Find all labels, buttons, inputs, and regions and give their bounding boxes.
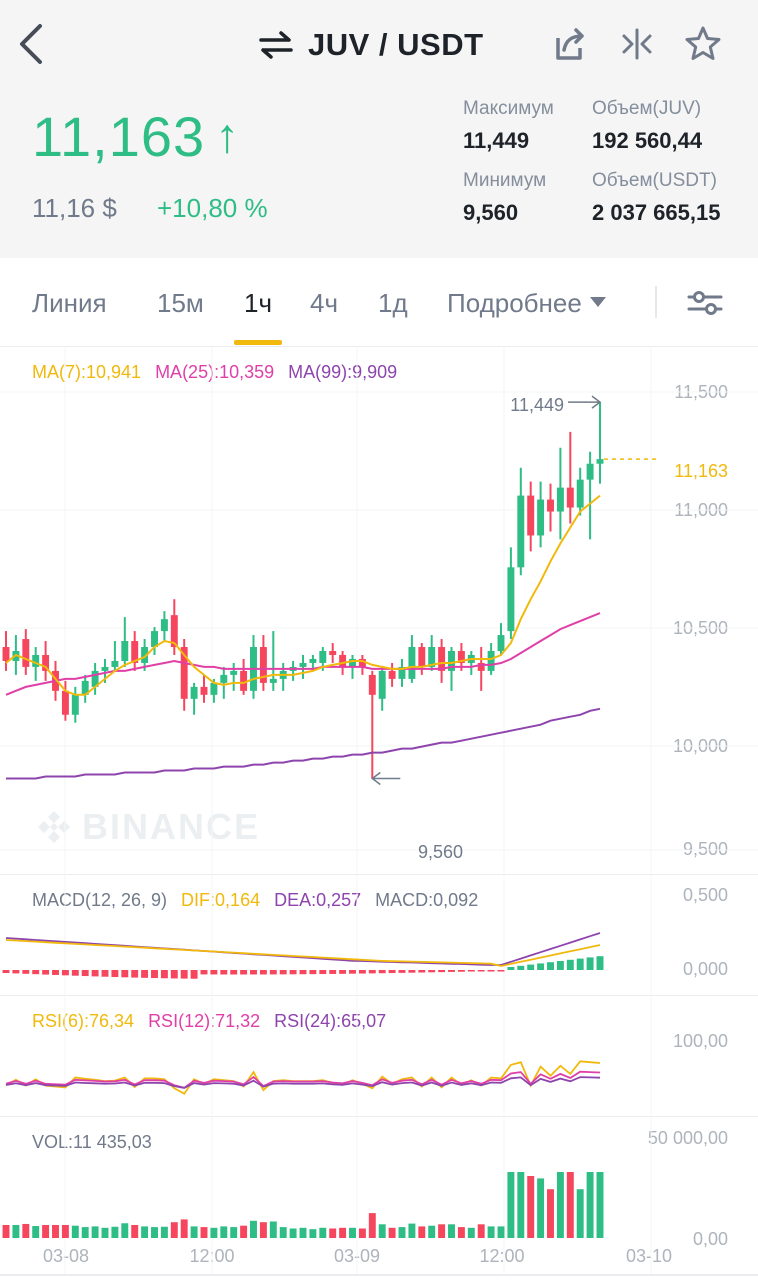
compare-button[interactable] — [618, 24, 656, 64]
vol-quote-value: 2 037 665,15 — [592, 200, 721, 225]
tab-more-label: Подробнее — [447, 288, 582, 318]
high-label: Максимум — [463, 98, 554, 119]
tab-divider — [655, 286, 657, 318]
rsi-legend: RSI(6):76,34 RSI(12):71,32 RSI(24):65,07 — [32, 1011, 400, 1032]
change-percent: +10,80 % — [157, 193, 268, 223]
high-value: 11,449 — [463, 128, 530, 153]
macd-value: MACD:0,092 — [375, 890, 479, 910]
divider — [0, 1274, 758, 1276]
ma7-label: MA(7):10,941 — [32, 362, 142, 382]
macd-title: MACD(12, 26, 9) — [32, 890, 168, 910]
x-tick: 12:00 — [189, 1246, 235, 1266]
chart-panel — [0, 258, 758, 1280]
back-icon — [20, 24, 42, 64]
tab-1d[interactable]: 1д — [378, 288, 408, 318]
vol-base-label: Объем(JUV) — [592, 98, 702, 119]
low-marker-label: 9,560 — [418, 842, 464, 862]
ma-legend: MA(7):10,941 MA(25):10,359 MA(99):9,909 — [32, 362, 411, 383]
chart-settings-button[interactable] — [686, 288, 724, 318]
rsi24-label: RSI(24):65,07 — [274, 1011, 387, 1031]
star-icon — [685, 26, 721, 60]
x-tick: 12:00 — [479, 1246, 525, 1266]
tab-1h[interactable]: 1ч — [244, 288, 273, 318]
macd-legend: MACD(12, 26, 9) DIF:0,164 DEA:0,257 MACD:0,… — [32, 890, 492, 911]
y-tick: 11,000 — [674, 500, 728, 520]
x-tick: 03-08 — [42, 1246, 90, 1266]
x-tick: 03-09 — [333, 1246, 381, 1266]
volume-label: VOL:11 435,03 — [32, 1132, 152, 1152]
divider — [0, 995, 758, 996]
vol-quote-label: Объем(USDT) — [592, 170, 717, 191]
tab-4h[interactable]: 4ч — [310, 288, 339, 318]
chevron-down-icon — [589, 297, 606, 308]
x-tick: 03-10 — [625, 1246, 673, 1266]
rsi6-label: RSI(6):76,34 — [32, 1011, 135, 1031]
active-tab-indicator — [234, 340, 282, 345]
fiat-price: 11,16 $ — [32, 193, 117, 223]
y-tick: 9,500 — [682, 839, 728, 859]
pair-title: JUV / USDT — [308, 27, 484, 62]
binance-watermark: BINANCE — [34, 806, 260, 848]
last-price-marker: 11,163 — [674, 461, 728, 481]
macd-dea: DEA:0,257 — [274, 890, 362, 910]
volume-y-tick: 50 000,00 — [647, 1128, 728, 1148]
share-button[interactable] — [550, 24, 588, 64]
swap-icon — [259, 31, 293, 59]
settings-sliders-icon — [687, 291, 723, 315]
rsi12-label: RSI(12):71,32 — [148, 1011, 261, 1031]
favorite-button[interactable] — [684, 24, 722, 64]
share-icon — [556, 28, 584, 60]
back-button[interactable] — [14, 22, 50, 66]
divider — [0, 1116, 758, 1117]
divider — [0, 346, 758, 347]
tab-more[interactable]: Подробнее — [447, 288, 606, 319]
price-up-arrow-icon: ↑ — [215, 110, 241, 163]
pair-selector[interactable]: JUV / USDT — [258, 22, 484, 68]
tab-15m[interactable]: 15м — [157, 288, 204, 318]
ma25-label: MA(25):10,359 — [155, 362, 275, 382]
last-price: 11,163 ↑ — [32, 105, 241, 168]
divider — [0, 874, 758, 875]
vol-base-value: 192 560,44 — [592, 128, 703, 153]
compare-icon — [622, 28, 652, 60]
rsi-y-tick: 100,00 — [672, 1031, 728, 1051]
macd-y-tick: 0,000 — [682, 959, 728, 979]
macd-dif: DIF:0,164 — [181, 890, 261, 910]
y-tick: 10,000 — [672, 736, 728, 756]
tab-line[interactable]: Линия — [32, 288, 107, 318]
high-marker-label: 11,449 — [510, 395, 564, 415]
y-tick: 11,500 — [674, 382, 728, 402]
low-label: Минимум — [463, 170, 547, 191]
binance-logo-icon — [38, 811, 70, 843]
volume-y-tick: 0,00 — [692, 1229, 728, 1249]
macd-y-tick: 0,500 — [682, 885, 728, 905]
ma99-label: MA(99):9,909 — [288, 362, 398, 382]
y-tick: 10,500 — [672, 618, 728, 638]
low-value: 9,560 — [463, 200, 519, 225]
